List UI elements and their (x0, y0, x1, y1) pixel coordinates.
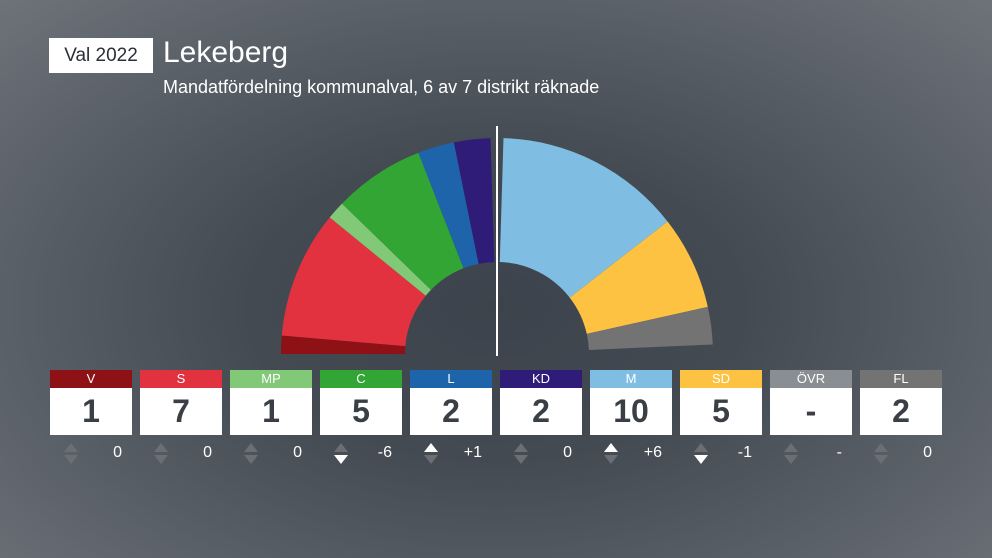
party-seat-count: 7 (140, 388, 222, 435)
seat-change: -1 (680, 440, 762, 470)
party-abbr: C (320, 370, 402, 388)
party-card-l: L 2 +1 (410, 370, 492, 470)
seat-change-value: 0 (113, 444, 122, 461)
seat-change: +6 (590, 440, 672, 470)
party-card-övr: ÖVR - - (770, 370, 852, 470)
party-seat-count: 5 (320, 388, 402, 435)
change-arrow-icon (514, 443, 528, 465)
change-arrow-icon (604, 443, 618, 465)
party-card-c: C 5 -6 (320, 370, 402, 470)
change-arrow-icon (694, 443, 708, 465)
seat-change-value: 0 (293, 444, 302, 461)
seat-change: 0 (140, 440, 222, 470)
seat-arc-fl (586, 306, 713, 350)
party-card-mp: MP 1 0 (230, 370, 312, 470)
change-arrow-icon (154, 443, 168, 465)
party-card-m: M 10 +6 (590, 370, 672, 470)
seat-change-value: -6 (377, 444, 392, 461)
page-title: Lekeberg (163, 36, 289, 69)
seat-distribution-chart (281, 138, 713, 354)
party-abbr: MP (230, 370, 312, 388)
party-abbr: ÖVR (770, 370, 852, 388)
seat-arc-l (418, 142, 479, 269)
seat-change: 0 (860, 440, 942, 470)
seat-arc-m (499, 138, 668, 298)
party-abbr: S (140, 370, 222, 388)
seat-change: 0 (500, 440, 582, 470)
party-abbr: SD (680, 370, 762, 388)
change-arrow-icon (784, 443, 798, 465)
party-seat-count: 1 (50, 388, 132, 435)
seat-change: - (770, 440, 852, 470)
election-year-badge: Val 2022 (49, 38, 153, 73)
change-arrow-icon (244, 443, 258, 465)
seat-change-value: 0 (203, 444, 212, 461)
party-abbr: KD (500, 370, 582, 388)
party-abbr: V (50, 370, 132, 388)
seat-arc-kd (453, 138, 495, 264)
party-abbr: FL (860, 370, 942, 388)
seat-change: -6 (320, 440, 402, 470)
seat-arc-c (341, 152, 464, 290)
party-card-fl: FL 2 0 (860, 370, 942, 470)
seat-arc-s (281, 217, 426, 347)
party-seat-count: 2 (410, 388, 492, 435)
seat-change: 0 (230, 440, 312, 470)
seat-arc-mp (329, 203, 431, 296)
seat-change: +1 (410, 440, 492, 470)
party-abbr: L (410, 370, 492, 388)
seat-change-value: +1 (463, 444, 482, 461)
seat-change-value: 0 (563, 444, 572, 461)
party-seat-count: 10 (590, 388, 672, 435)
party-seat-count: - (770, 388, 852, 435)
party-card-sd: SD 5 -1 (680, 370, 762, 470)
party-seat-count: 2 (500, 388, 582, 435)
change-arrow-icon (64, 443, 78, 465)
change-arrow-icon (424, 443, 438, 465)
page-subtitle: Mandatfördelning kommunalval, 6 av 7 dis… (163, 77, 600, 97)
seat-arc-v (281, 335, 406, 354)
seat-change-value: +6 (643, 444, 662, 461)
change-arrow-icon (874, 443, 888, 465)
party-seat-count: 2 (860, 388, 942, 435)
party-abbr: M (590, 370, 672, 388)
seat-change-value: - (836, 444, 842, 461)
change-arrow-icon (334, 443, 348, 465)
seat-change-value: 0 (923, 444, 932, 461)
seat-arc-sd (569, 221, 708, 334)
party-card-kd: KD 2 0 (500, 370, 582, 470)
seat-change-value: -1 (737, 444, 752, 461)
seat-change: 0 (50, 440, 132, 470)
party-seat-count: 1 (230, 388, 312, 435)
party-seat-count: 5 (680, 388, 762, 435)
